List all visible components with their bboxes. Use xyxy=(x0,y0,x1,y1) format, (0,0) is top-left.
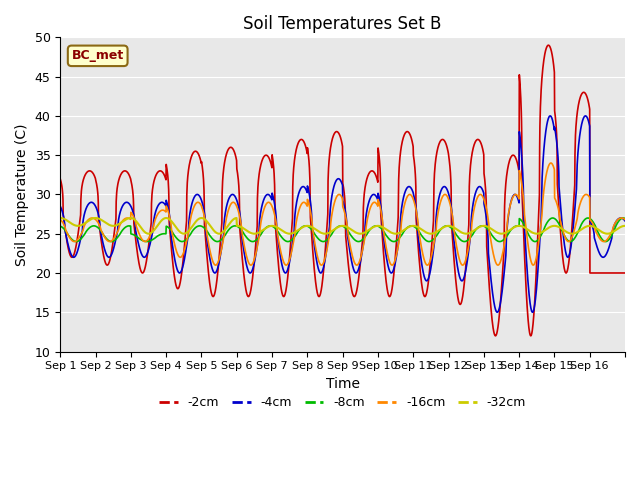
Text: BC_met: BC_met xyxy=(72,49,124,62)
Title: Soil Temperatures Set B: Soil Temperatures Set B xyxy=(243,15,442,33)
X-axis label: Time: Time xyxy=(326,377,360,391)
Legend: -2cm, -4cm, -8cm, -16cm, -32cm: -2cm, -4cm, -8cm, -16cm, -32cm xyxy=(154,391,531,414)
Y-axis label: Soil Temperature (C): Soil Temperature (C) xyxy=(15,123,29,266)
